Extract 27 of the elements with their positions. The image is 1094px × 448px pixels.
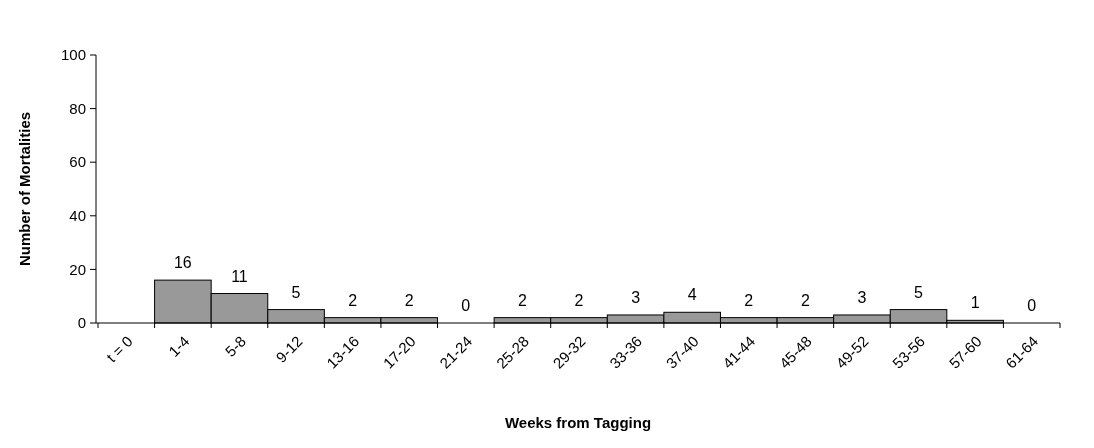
data-label: 11 xyxy=(231,267,248,285)
data-label: 5 xyxy=(914,283,924,301)
x-tick-label: t = 0 xyxy=(102,332,136,366)
data-label: 16 xyxy=(173,254,192,272)
y-tick-label: 0 xyxy=(77,314,86,332)
y-tick-label: 60 xyxy=(69,153,86,171)
data-label: 2 xyxy=(348,291,358,309)
y-axis-title: Number of Mortalities xyxy=(16,111,33,267)
data-label: 3 xyxy=(631,288,641,306)
data-label: 2 xyxy=(517,291,527,309)
data-label: 2 xyxy=(404,291,414,309)
x-tick-label: 5-8 xyxy=(221,332,250,360)
data-label: 2 xyxy=(800,291,810,309)
data-label: 2 xyxy=(574,291,584,309)
x-axis-title: Weeks from Tagging xyxy=(504,414,652,431)
y-tick-label: 40 xyxy=(69,207,86,225)
data-label: 0 xyxy=(461,297,471,314)
data-label: 0 xyxy=(1027,297,1037,314)
data-label: 3 xyxy=(857,288,867,306)
data-label: 2 xyxy=(744,291,754,309)
data-label: 4 xyxy=(687,286,697,304)
y-tick-label: 20 xyxy=(69,260,86,278)
y-tick-label: 100 xyxy=(60,46,86,64)
data-label: 5 xyxy=(291,283,301,301)
data-label: 1 xyxy=(970,294,980,312)
x-tick-label: 1-4 xyxy=(165,332,193,360)
y-tick-label: 80 xyxy=(69,99,86,117)
